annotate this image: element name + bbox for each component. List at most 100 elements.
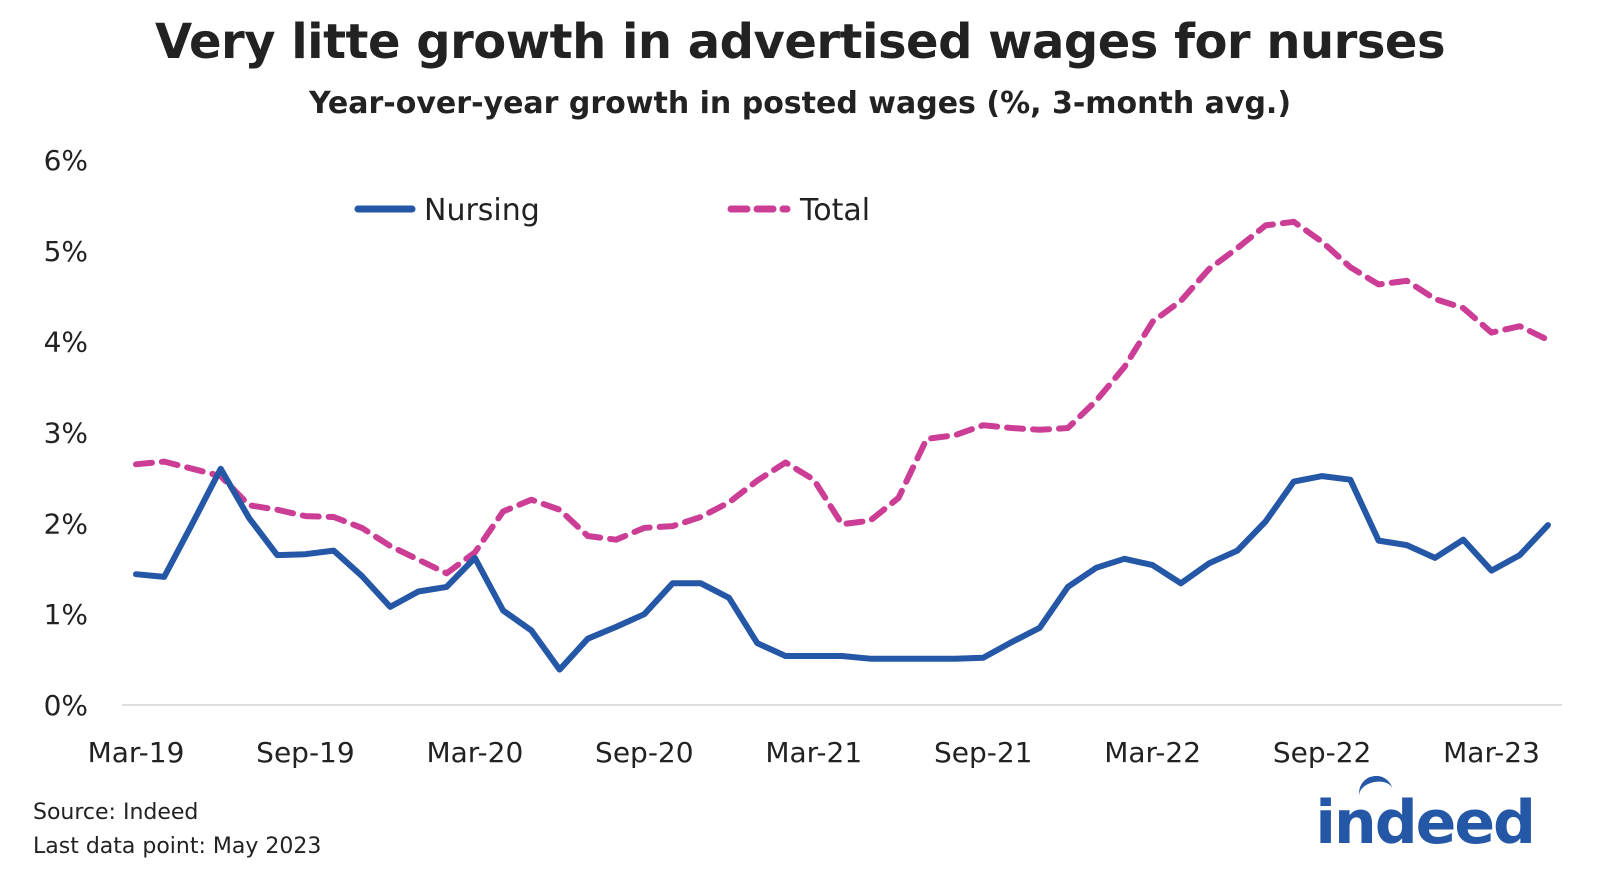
data-point-nursing [1404,542,1410,548]
data-point-total [1489,330,1495,336]
last-data-point-note: Last data point: May 2023 [33,834,322,859]
data-point-total [1093,398,1099,404]
data-point-total [472,549,478,555]
data-point-total [1291,219,1297,225]
x-tick-label: Sep-21 [934,736,1033,769]
data-point-nursing [1432,555,1438,561]
data-point-nursing [1008,639,1014,645]
data-point-total [1008,425,1014,431]
data-point-nursing [952,656,958,662]
data-point-nursing [1347,477,1353,483]
data-point-total [1150,319,1156,325]
data-point-total [1404,278,1410,284]
data-point-nursing [726,595,732,601]
y-tick-label: 6% [44,144,88,177]
data-point-nursing [274,552,280,558]
data-point-nursing [1376,538,1382,544]
data-point-total [1376,281,1382,287]
data-point-nursing [190,520,196,526]
x-tick-label: Mar-20 [426,736,523,769]
data-point-total [190,466,196,472]
data-point-nursing [528,628,534,634]
data-point-total [924,436,930,442]
data-point-nursing [246,515,252,521]
y-tick-label: 0% [44,689,88,722]
series-line-total [133,218,1551,577]
data-point-nursing [218,466,224,472]
x-tick-label: Sep-19 [256,736,355,769]
data-point-nursing [896,656,902,662]
data-point-nursing [1093,565,1099,571]
y-tick-label: 5% [44,235,88,268]
data-point-total [246,502,252,508]
data-point-total [302,513,308,519]
data-point-total [641,525,647,531]
legend-label-total: Total [799,193,870,228]
data-point-nursing [585,636,591,642]
source-note: Source: Indeed [33,800,199,825]
data-point-nursing [1121,556,1127,562]
data-point-nursing [811,653,817,659]
data-point-nursing [839,653,845,659]
data-point-total [444,570,450,576]
data-point-nursing [302,551,308,557]
x-tick-label: Mar-22 [1104,736,1201,769]
data-point-total [528,497,534,503]
data-point-total [1263,222,1269,228]
chart-subtitle: Year-over-year growth in posted wages (%… [308,86,1292,121]
data-point-nursing [1545,522,1551,528]
data-point-total [133,461,139,467]
data-point-nursing [670,580,676,586]
data-point-nursing [1291,479,1297,485]
data-point-total [1206,266,1212,272]
data-point-nursing [415,589,421,595]
data-point-total [754,478,760,484]
legend-label-nursing: Nursing [424,193,540,228]
data-point-total [698,514,704,520]
x-tick-label: Sep-22 [1273,736,1372,769]
data-point-total [726,499,732,505]
data-point-total [1545,337,1551,343]
data-point-nursing [924,656,930,662]
data-point-total [1432,296,1438,302]
data-point-nursing [980,655,986,661]
data-point-total [557,507,563,513]
data-point-nursing [500,608,506,614]
data-point-nursing [613,624,619,630]
data-point-nursing [387,604,393,610]
data-point-total [331,514,337,520]
data-point-total [613,537,619,543]
data-point-nursing [1517,552,1523,558]
data-point-nursing [867,656,873,662]
data-point-total [839,521,845,527]
data-point-nursing [133,571,139,577]
data-point-nursing [161,574,167,580]
data-point-nursing [1206,560,1212,566]
data-point-nursing [1037,625,1043,631]
series-line-nursing [133,465,1551,673]
data-point-total [1347,264,1353,270]
series-nursing [133,465,1551,673]
series-total [133,218,1551,577]
y-tick-label: 2% [44,507,88,540]
data-point-total [783,460,789,466]
data-point-nursing [641,611,647,617]
data-point-total [387,543,393,549]
x-tick-label: Mar-23 [1443,736,1540,769]
data-point-nursing [1065,584,1071,590]
data-point-nursing [1234,548,1240,554]
data-point-total [1037,427,1043,433]
data-point-total [274,507,280,513]
chart-title: Very litte growth in advertised wages fo… [154,14,1446,70]
data-point-total [1517,323,1523,329]
x-tick-label: Mar-19 [88,736,185,769]
data-point-nursing [331,548,337,554]
data-point-total [1319,239,1325,245]
data-point-total [952,432,958,438]
data-point-nursing [444,584,450,590]
data-point-nursing [1460,537,1466,543]
data-point-total [896,495,902,501]
data-point-nursing [1319,473,1325,479]
data-point-total [415,557,421,563]
